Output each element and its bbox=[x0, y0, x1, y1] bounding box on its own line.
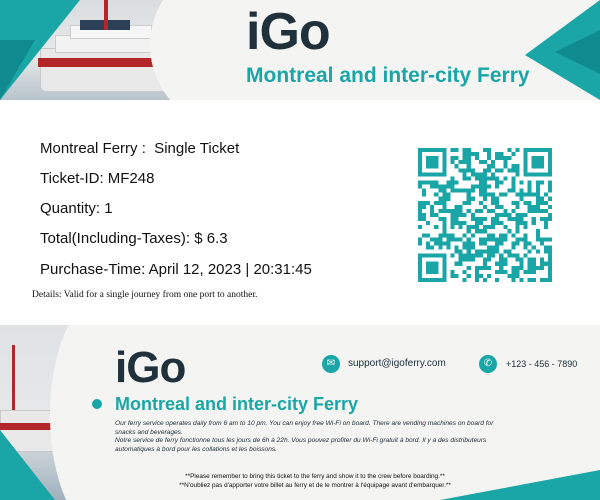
email-icon: ✉ bbox=[322, 355, 340, 373]
footer-tagline: Montreal and inter-city Ferry bbox=[115, 394, 359, 414]
ticket-quantity: Quantity: 1 bbox=[40, 200, 113, 217]
brand-dot bbox=[92, 399, 102, 409]
description-french: Notre service de ferry fonctionne tous l… bbox=[115, 437, 487, 453]
decorative-curve bbox=[150, 0, 320, 100]
support-email[interactable]: support@igoferry.com bbox=[348, 358, 446, 369]
ticket-id: Ticket-ID: MF248 bbox=[40, 170, 155, 187]
footer-logo: iGo bbox=[115, 343, 186, 392]
header-banner: iGo Montreal and inter-city Ferry bbox=[0, 0, 600, 100]
ferry-mast bbox=[104, 0, 108, 30]
reminder-french: **N'oubliez pas d'apporter votre billet … bbox=[179, 482, 451, 489]
decorative-curve bbox=[50, 325, 160, 500]
decorative-triangle bbox=[0, 430, 55, 500]
decorative-triangle bbox=[0, 40, 35, 100]
decorative-triangle bbox=[440, 470, 600, 500]
description-english: Our ferry service operates daily from 6 … bbox=[115, 420, 494, 436]
phone-icon: ✆ bbox=[479, 355, 497, 373]
ticket-purchase-time: Purchase-Time: April 12, 2023 | 20:31:45 bbox=[40, 261, 312, 278]
service-description: Our ferry service operates daily from 6 … bbox=[115, 420, 495, 454]
ferry-mast bbox=[12, 345, 15, 415]
brand-tagline: Montreal and inter-city Ferry bbox=[246, 64, 530, 87]
brand-logo: iGo bbox=[246, 3, 331, 61]
ticket-product: Montreal Ferry : Single Ticket bbox=[40, 140, 240, 157]
decorative-triangle bbox=[555, 30, 600, 74]
ticket-total: Total(Including-Taxes): $ 6.3 bbox=[40, 230, 228, 247]
boarding-reminder: **Please remember to bring this ticket t… bbox=[115, 472, 515, 490]
ferry-stripe bbox=[38, 58, 215, 67]
footer-banner: iGo Montreal and inter-city Ferry ✉ supp… bbox=[0, 325, 600, 500]
qr-code bbox=[418, 148, 552, 282]
ferry-stripe bbox=[0, 423, 60, 430]
support-phone[interactable]: +123 - 456 - 7890 bbox=[506, 359, 578, 369]
reminder-english: **Please remember to bring this ticket t… bbox=[185, 473, 445, 480]
ticket-details: Details: Valid for a single journey from… bbox=[32, 290, 258, 300]
